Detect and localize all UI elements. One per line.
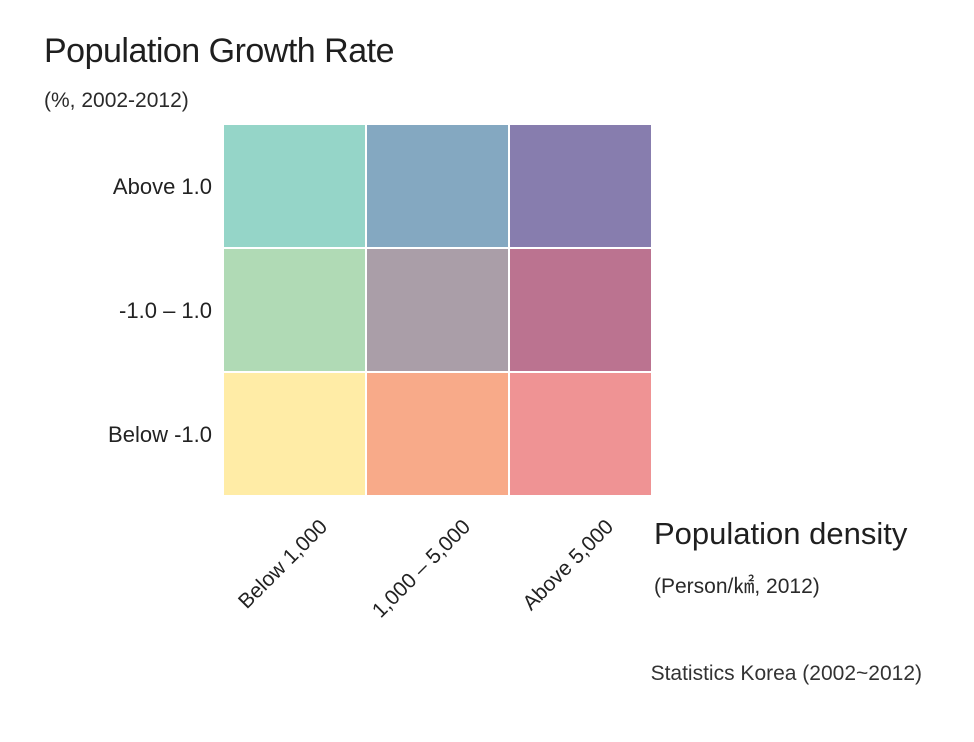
x-tick-label: Above 5,000	[518, 515, 618, 615]
source-note: Statistics Korea (2002~2012)	[650, 662, 922, 685]
heatmap-cell-r1-c1	[224, 125, 365, 247]
y-tick-label: Above 1.0	[113, 174, 212, 199]
y-tick-label: -1.0 – 1.0	[119, 298, 212, 323]
chart-title: Population Growth Rate	[44, 32, 394, 70]
x-tick-label: 1,000 – 5,000	[368, 515, 475, 622]
heatmap-cell-r2-c2	[367, 249, 508, 371]
y-tick-label: Below -1.0	[108, 422, 212, 447]
heatmap-cell-r3-c3	[510, 373, 651, 495]
heatmap-cell-r3-c2	[367, 373, 508, 495]
heatmap-cell-r1-c2	[367, 125, 508, 247]
heatmap-cell-r2-c1	[224, 249, 365, 371]
x-axis-subtitle: (Person/㎢, 2012)	[654, 575, 820, 598]
heatmap-cell-r3-c1	[224, 373, 365, 495]
chart-subtitle: (%, 2002-2012)	[44, 89, 189, 112]
heatmap-cell-r2-c3	[510, 249, 651, 371]
heatmap-cell-r1-c3	[510, 125, 651, 247]
x-tick-label: Below 1,000	[234, 515, 332, 613]
x-axis-title: Population density	[654, 516, 908, 551]
y-axis-labels: Above 1.0 -1.0 – 1.0 Below -1.0	[108, 174, 212, 447]
heatmap-cells	[224, 125, 651, 495]
x-axis-labels: Below 1,000 1,000 – 5,000 Above 5,000	[234, 515, 618, 622]
